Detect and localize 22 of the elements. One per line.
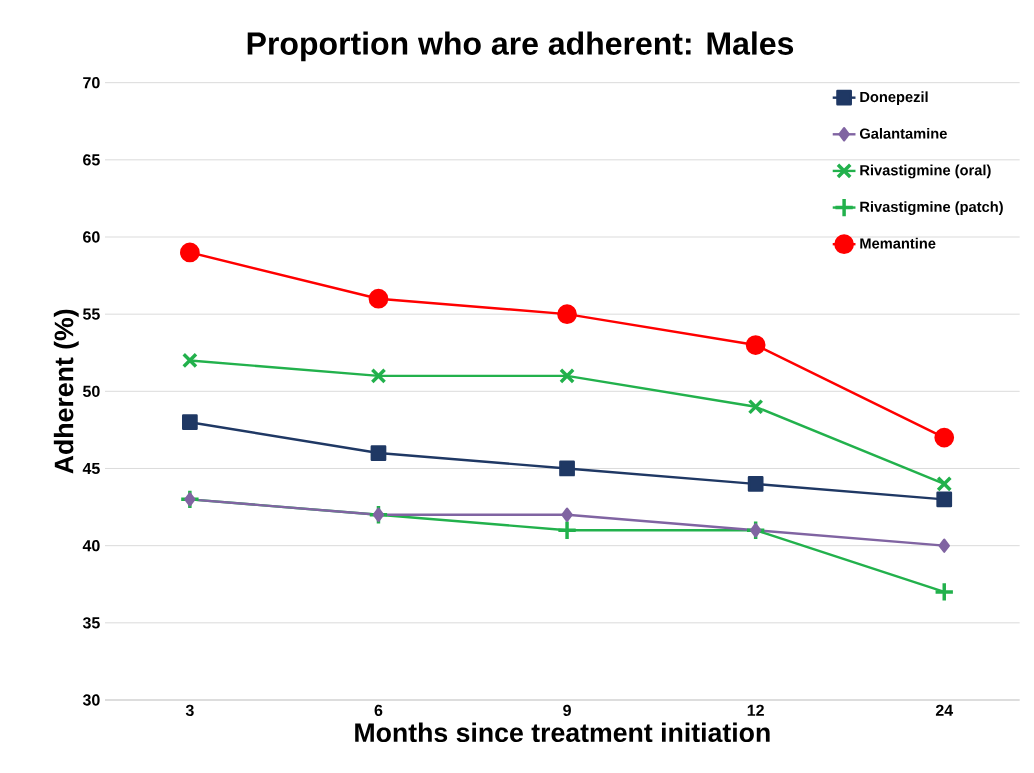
y-tick-label: 30 [82, 694, 100, 706]
y-tick-label: 70 [83, 77, 100, 89]
y-tick-label: 60 [83, 231, 100, 243]
x-tick-label: 6 [374, 704, 383, 717]
x-tick-label: 3 [185, 704, 194, 717]
legend-label: Memantine [860, 237, 936, 249]
legend-label: Donepezil [860, 91, 928, 106]
y-axis-title: Adherent (%) [53, 309, 79, 474]
legend-label: Galantamine [859, 127, 947, 139]
chart-title: Proportion who are adherent: Males [247, 31, 794, 62]
x-tick-label: 12 [747, 704, 764, 716]
x-tick-label: 24 [935, 704, 954, 716]
y-tick-label: 55 [83, 308, 100, 320]
x-axis-title: Months since treatment initiation [355, 722, 770, 743]
legend-label: Rivastigmine (oral) [860, 164, 991, 179]
x-tick-label: 9 [563, 704, 571, 717]
y-tick-label: 65 [83, 154, 100, 166]
y-tick-label: 40 [82, 540, 100, 552]
y-tick-label: 35 [82, 617, 100, 629]
y-tick-label: 50 [83, 385, 100, 397]
y-tick-label: 45 [82, 462, 100, 475]
legend-label: Rivastigmine (patch) [860, 201, 1003, 215]
